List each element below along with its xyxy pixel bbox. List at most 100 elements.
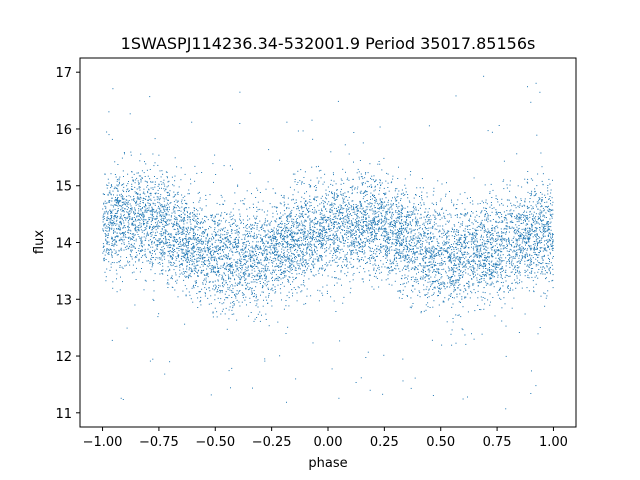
data-point bbox=[460, 262, 462, 263]
data-point bbox=[387, 201, 389, 203]
data-point bbox=[539, 227, 541, 229]
data-point bbox=[293, 189, 295, 191]
data-point bbox=[267, 259, 269, 261]
data-point bbox=[239, 213, 241, 215]
data-point bbox=[261, 270, 263, 272]
data-point bbox=[432, 395, 434, 396]
data-point bbox=[133, 220, 135, 222]
data-point bbox=[187, 226, 189, 228]
data-point bbox=[193, 229, 195, 231]
data-point bbox=[304, 171, 306, 173]
data-point bbox=[433, 203, 435, 205]
data-point bbox=[451, 253, 453, 255]
data-point bbox=[199, 227, 201, 229]
data-point bbox=[162, 234, 164, 236]
data-point bbox=[141, 170, 143, 172]
data-point bbox=[546, 230, 548, 232]
data-point bbox=[155, 232, 156, 234]
data-point bbox=[286, 295, 288, 297]
data-point bbox=[445, 242, 447, 244]
data-point bbox=[478, 260, 480, 262]
data-point bbox=[111, 228, 113, 230]
data-point bbox=[214, 229, 216, 231]
data-point bbox=[151, 241, 153, 243]
data-point bbox=[532, 208, 534, 209]
data-point bbox=[443, 261, 445, 263]
data-point bbox=[425, 288, 427, 290]
data-point bbox=[272, 188, 274, 190]
data-point bbox=[519, 252, 521, 254]
data-point bbox=[127, 183, 129, 185]
data-point bbox=[350, 205, 352, 207]
data-point bbox=[265, 285, 267, 287]
data-point bbox=[383, 227, 385, 229]
data-point bbox=[103, 245, 104, 247]
data-point bbox=[425, 304, 427, 306]
data-point bbox=[162, 182, 164, 184]
data-point bbox=[165, 236, 167, 238]
data-point bbox=[173, 237, 175, 239]
data-point bbox=[384, 234, 386, 236]
data-point bbox=[289, 213, 291, 215]
data-point bbox=[480, 275, 482, 277]
data-point bbox=[414, 254, 416, 256]
data-point bbox=[311, 166, 313, 168]
data-point bbox=[485, 249, 487, 251]
data-point bbox=[127, 262, 129, 264]
data-point bbox=[469, 285, 471, 287]
data-point bbox=[494, 253, 496, 254]
data-point bbox=[433, 249, 435, 251]
data-point bbox=[516, 215, 518, 217]
data-point bbox=[444, 218, 446, 219]
data-point bbox=[237, 225, 239, 227]
data-point bbox=[429, 247, 431, 249]
data-point bbox=[518, 221, 520, 223]
data-point bbox=[293, 223, 295, 225]
data-point bbox=[247, 289, 249, 291]
data-point bbox=[370, 209, 372, 211]
data-point bbox=[379, 228, 381, 230]
data-point bbox=[459, 293, 461, 295]
data-point bbox=[102, 215, 104, 217]
data-point bbox=[543, 210, 545, 212]
data-point bbox=[258, 233, 260, 235]
data-point bbox=[512, 227, 514, 229]
data-point bbox=[460, 257, 461, 259]
data-point bbox=[393, 255, 395, 257]
data-point bbox=[104, 223, 106, 225]
data-point bbox=[159, 196, 161, 198]
data-point bbox=[254, 247, 256, 249]
data-point bbox=[551, 236, 553, 238]
data-point bbox=[478, 263, 480, 265]
data-point bbox=[179, 228, 181, 229]
data-point bbox=[455, 314, 457, 316]
data-point bbox=[252, 387, 253, 389]
data-point bbox=[471, 238, 473, 240]
data-point bbox=[325, 236, 327, 238]
data-point bbox=[151, 207, 153, 209]
data-point bbox=[207, 233, 209, 235]
data-point bbox=[546, 224, 548, 226]
data-point bbox=[453, 230, 455, 232]
data-point bbox=[369, 248, 371, 250]
data-point bbox=[312, 260, 314, 262]
data-point bbox=[245, 225, 247, 226]
data-point bbox=[108, 192, 110, 194]
data-point bbox=[471, 278, 473, 280]
data-point bbox=[223, 255, 224, 257]
data-point bbox=[415, 194, 416, 195]
data-point bbox=[345, 231, 347, 233]
data-point bbox=[450, 258, 452, 260]
data-point bbox=[543, 292, 545, 294]
data-point bbox=[414, 262, 416, 264]
data-point bbox=[147, 185, 149, 186]
data-point bbox=[103, 249, 105, 251]
data-point bbox=[457, 269, 459, 271]
data-point bbox=[300, 259, 302, 261]
data-point bbox=[116, 232, 118, 234]
data-point bbox=[214, 223, 216, 225]
data-point bbox=[543, 230, 545, 232]
data-point bbox=[301, 237, 302, 239]
data-point bbox=[129, 208, 131, 209]
data-point bbox=[317, 241, 319, 243]
